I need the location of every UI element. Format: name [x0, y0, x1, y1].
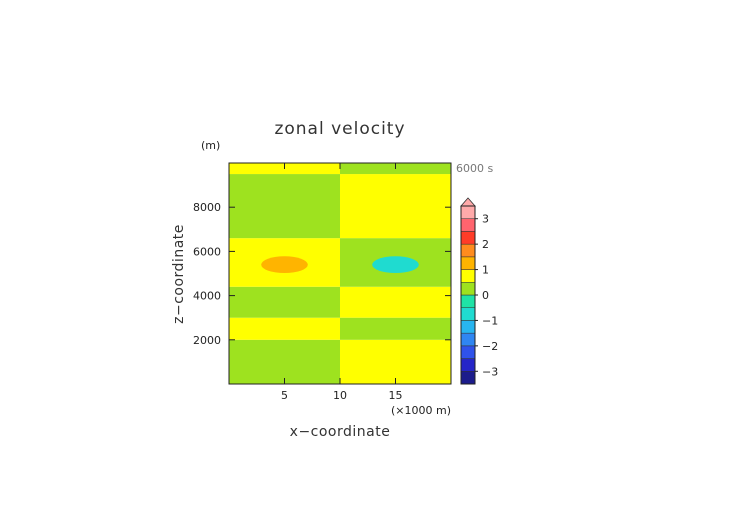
y-tick-label-2: 6000 [193, 245, 221, 258]
x-tick-label-1: 10 [333, 389, 347, 402]
colorbar-extend-max [460, 197, 476, 207]
colorbar-swatch-7 [460, 282, 476, 296]
axes: 5 10 15 2000 4000 6000 8000 [193, 162, 452, 402]
anomaly-1 [372, 256, 419, 274]
colorbar-tick-label-6: −3 [482, 365, 498, 378]
field-band-right-1 [340, 317, 451, 340]
field-band-right-4 [340, 174, 451, 239]
x-tick-label-0: 5 [281, 389, 288, 402]
chart-title: zonal velocity [274, 119, 405, 139]
colorbar-swatch-0 [460, 371, 476, 385]
anomaly-0 [261, 256, 308, 274]
field-band-left-0 [229, 339, 340, 384]
colorbar-swatch-5 [460, 307, 476, 321]
colorbar-swatch-4 [460, 320, 476, 334]
field-band-left-2 [229, 286, 340, 318]
colorbar-swatch-3 [460, 332, 476, 347]
y-axis-unit: (m) [201, 139, 220, 152]
colorbar-swatch-8 [460, 269, 476, 283]
colorbar-swatch-12 [460, 218, 476, 232]
field-band-left-4 [229, 174, 340, 239]
x-axis-label: x−coordinate [290, 424, 391, 440]
field-band-left-1 [229, 317, 340, 340]
colorbar-tick-label-1: 2 [482, 238, 489, 251]
y-axis-label: z−coordinate [171, 224, 187, 324]
y-tick-label-0: 2000 [193, 334, 221, 347]
colorbar: 3 2 1 0 −1 −2 −3 [460, 197, 498, 385]
y-tick-label-3: 8000 [193, 201, 221, 214]
colorbar-tick-label-2: 1 [482, 264, 489, 277]
field-band-right-0 [340, 339, 451, 384]
colorbar-tick-label-0: 3 [482, 213, 489, 226]
colorbar-swatch-6 [460, 294, 476, 308]
plot-area [229, 163, 451, 384]
colorbar-swatch-1 [460, 358, 476, 372]
colorbar-swatch-2 [460, 345, 476, 359]
colorbar-tick-label-5: −2 [482, 340, 498, 353]
field-band-right-2 [340, 286, 451, 318]
x-axis-unit: (×1000 m) [391, 404, 451, 417]
colorbar-swatch-11 [460, 231, 476, 245]
x-tick-label-2: 15 [389, 389, 403, 402]
colorbar-swatch-13 [460, 205, 476, 219]
colorbar-swatch-10 [460, 243, 476, 258]
y-tick-label-1: 4000 [193, 290, 221, 303]
colorbar-tick-label-3: 0 [482, 289, 489, 302]
colorbar-swatch-9 [460, 256, 476, 270]
time-label: 6000 s [456, 162, 493, 175]
colorbar-tick-label-4: −1 [482, 314, 498, 327]
